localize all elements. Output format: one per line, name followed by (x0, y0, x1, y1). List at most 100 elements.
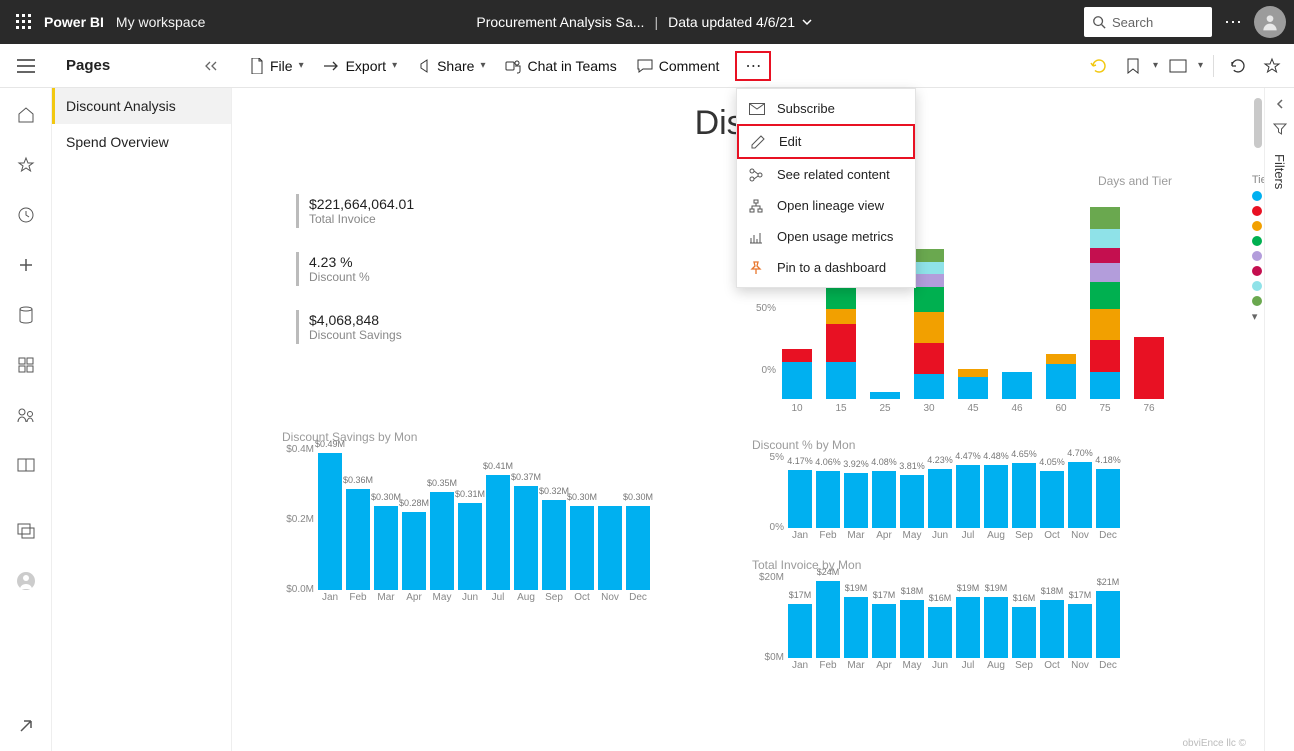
export-menu[interactable]: Export▾ (314, 44, 408, 87)
chevron-down-icon[interactable]: ▾ (1153, 60, 1158, 71)
bar[interactable]: $0.30M (570, 506, 594, 590)
legend-item[interactable]: 8 (1252, 295, 1264, 307)
stacked-bar[interactable] (958, 369, 988, 399)
legend-item[interactable]: 4 (1252, 235, 1264, 247)
comment-button[interactable]: Comment (627, 44, 730, 87)
bar[interactable]: $17M (872, 604, 896, 658)
legend-item[interactable]: 6 (1252, 265, 1264, 277)
bar[interactable]: 4.70% (1068, 462, 1092, 528)
bar[interactable]: $0.30M (626, 506, 650, 590)
apps-icon[interactable] (8, 350, 44, 380)
legend-item[interactable]: 7 (1252, 280, 1264, 292)
bar[interactable]: $19M (844, 597, 868, 658)
stacked-bar[interactable] (870, 392, 900, 400)
bar[interactable]: 4.08% (872, 471, 896, 528)
page-tab[interactable]: Discount Analysis (52, 88, 231, 124)
bar[interactable]: $0.30M (374, 506, 398, 590)
kpi-card[interactable]: $4,068,848Discount Savings (296, 310, 414, 344)
favorite-icon[interactable] (1258, 52, 1286, 80)
learn-icon[interactable] (8, 450, 44, 480)
kpi-card[interactable]: 4.23 %Discount % (296, 252, 414, 286)
bar[interactable]: $21M (1096, 591, 1120, 658)
page-tab[interactable]: Spend Overview (52, 124, 231, 160)
doc-title[interactable]: Procurement Analysis Sa... (476, 14, 644, 30)
bar[interactable]: 4.05% (1040, 471, 1064, 528)
filters-pane-collapsed[interactable]: Filters (1264, 88, 1294, 751)
legend-item[interactable]: 1 (1252, 190, 1264, 202)
expand-nav-icon[interactable] (8, 711, 44, 741)
data-updated-label[interactable]: Data updated 4/6/21 (668, 14, 795, 30)
user-avatar[interactable] (1254, 6, 1286, 38)
favorites-icon[interactable] (8, 150, 44, 180)
bar[interactable]: $0.35M (430, 492, 454, 590)
refresh-icon[interactable] (1224, 52, 1252, 80)
legend-item[interactable]: 2 (1252, 205, 1264, 217)
usage-metrics-item[interactable]: Open usage metrics (737, 221, 915, 252)
chevron-down-icon[interactable]: ▾ (1198, 60, 1203, 71)
stacked-bar[interactable] (914, 249, 944, 399)
pin-dashboard-item[interactable]: Pin to a dashboard (737, 252, 915, 283)
recent-icon[interactable] (8, 200, 44, 230)
bar[interactable]: 3.81% (900, 475, 924, 528)
app-launcher-icon[interactable] (8, 6, 40, 38)
view-mode-icon[interactable] (1164, 52, 1192, 80)
home-icon[interactable] (8, 100, 44, 130)
legend-item[interactable]: 5 (1252, 250, 1264, 262)
stacked-bar[interactable] (782, 349, 812, 399)
chat-teams-button[interactable]: Chat in Teams (495, 44, 626, 87)
bar[interactable]: $0.28M (402, 512, 426, 590)
file-menu[interactable]: File▾ (240, 44, 314, 87)
bar[interactable]: 4.48% (984, 465, 1008, 528)
edit-item[interactable]: Edit (737, 124, 915, 159)
workspaces-icon[interactable] (8, 516, 44, 546)
bar[interactable]: 4.06% (816, 471, 840, 528)
subscribe-item[interactable]: Subscribe (737, 93, 915, 124)
bar[interactable]: $24M (816, 581, 840, 658)
chevron-down-icon[interactable] (801, 16, 813, 28)
bar[interactable]: $17M (1068, 604, 1092, 658)
bar[interactable]: $16M (1012, 607, 1036, 658)
bar[interactable]: $0.36M (346, 489, 370, 590)
share-menu[interactable]: Share▾ (407, 44, 495, 87)
scrollbar[interactable] (1254, 98, 1262, 148)
kpi-card[interactable]: $221,664,064.01Total Invoice (296, 194, 414, 228)
bookmark-icon[interactable] (1119, 52, 1147, 80)
bar[interactable] (598, 506, 622, 590)
bar[interactable]: $19M (956, 597, 980, 658)
legend-item[interactable]: 3 (1252, 220, 1264, 232)
bar[interactable]: $19M (984, 597, 1008, 658)
datasets-icon[interactable] (8, 300, 44, 330)
stacked-bar[interactable] (1002, 372, 1032, 400)
header-more-icon[interactable]: ⋯ (1224, 12, 1242, 33)
create-icon[interactable] (8, 250, 44, 280)
bar[interactable]: $16M (928, 607, 952, 658)
bar[interactable]: $0.31M (458, 503, 482, 590)
stacked-bar[interactable] (1090, 207, 1120, 400)
expand-filters-icon[interactable] (1274, 98, 1286, 110)
bar[interactable]: 4.47% (956, 465, 980, 528)
related-content-item[interactable]: See related content (737, 159, 915, 190)
discount-pct-chart[interactable]: Discount % by Mon 0%5%4.17%4.06%3.92%4.0… (752, 438, 1192, 548)
bar[interactable]: 4.17% (788, 470, 812, 528)
reset-icon[interactable] (1085, 52, 1113, 80)
nav-toggle-icon[interactable] (0, 44, 52, 88)
workspace-label[interactable]: My workspace (116, 14, 205, 30)
bar[interactable]: 4.65% (1012, 463, 1036, 528)
bar[interactable]: $0.49M (318, 453, 342, 590)
bar[interactable]: 4.18% (1096, 469, 1120, 528)
lineage-item[interactable]: Open lineage view (737, 190, 915, 221)
bar[interactable]: 4.23% (928, 469, 952, 528)
my-workspace-icon[interactable] (8, 566, 44, 596)
stacked-bar[interactable] (1046, 354, 1076, 399)
bar[interactable]: $17M (788, 604, 812, 658)
bar[interactable]: $0.37M (514, 486, 538, 590)
savings-chart[interactable]: Discount Savings by Mon $0.0M$0.2M$0.4M$… (282, 430, 722, 610)
toolbar-more-button[interactable]: ⋯ (735, 51, 771, 81)
stacked-bar[interactable] (1134, 337, 1164, 400)
search-input[interactable]: Search (1084, 7, 1212, 37)
shared-icon[interactable] (8, 400, 44, 430)
bar[interactable]: $0.41M (486, 475, 510, 590)
bar[interactable]: 3.92% (844, 473, 868, 528)
invoice-chart[interactable]: Total Invoice by Mon $0M$20M$17M$24M$19M… (752, 558, 1192, 678)
bar[interactable]: $18M (1040, 600, 1064, 658)
